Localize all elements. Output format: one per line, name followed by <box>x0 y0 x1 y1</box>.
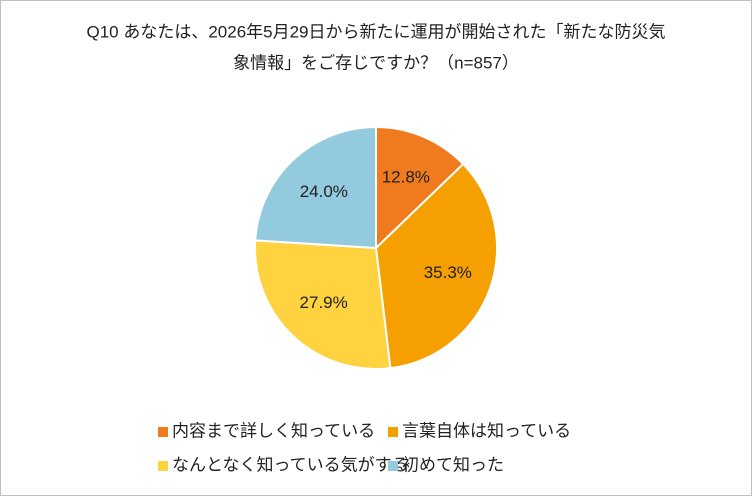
legend-label: 初めて知った <box>402 455 504 474</box>
legend-label: 内容まで詳しく知っている <box>172 421 375 440</box>
legend-label: なんとなく知っている気がする <box>172 455 409 474</box>
legend-swatch <box>388 461 398 471</box>
pie-slice <box>254 239 392 370</box>
data-label: 27.9% <box>300 293 348 312</box>
chart-title: 象情報」をご存じですか？（n=857） <box>233 53 519 72</box>
legend-label: 言葉自体は知っている <box>402 421 571 440</box>
data-label: 12.8% <box>382 167 430 186</box>
legend-swatch <box>158 461 168 471</box>
pie-slice <box>254 125 377 250</box>
chart-title: Q10 あなたは、2026年5月29日から新たに運用が開始された「新たな防災気 <box>86 22 665 41</box>
pie-slice <box>375 125 465 251</box>
data-label: 35.3% <box>424 263 472 282</box>
legend-swatch <box>388 427 398 437</box>
data-label: 24.0% <box>300 182 348 201</box>
pie-slice <box>374 162 498 370</box>
legend-swatch <box>158 427 168 437</box>
